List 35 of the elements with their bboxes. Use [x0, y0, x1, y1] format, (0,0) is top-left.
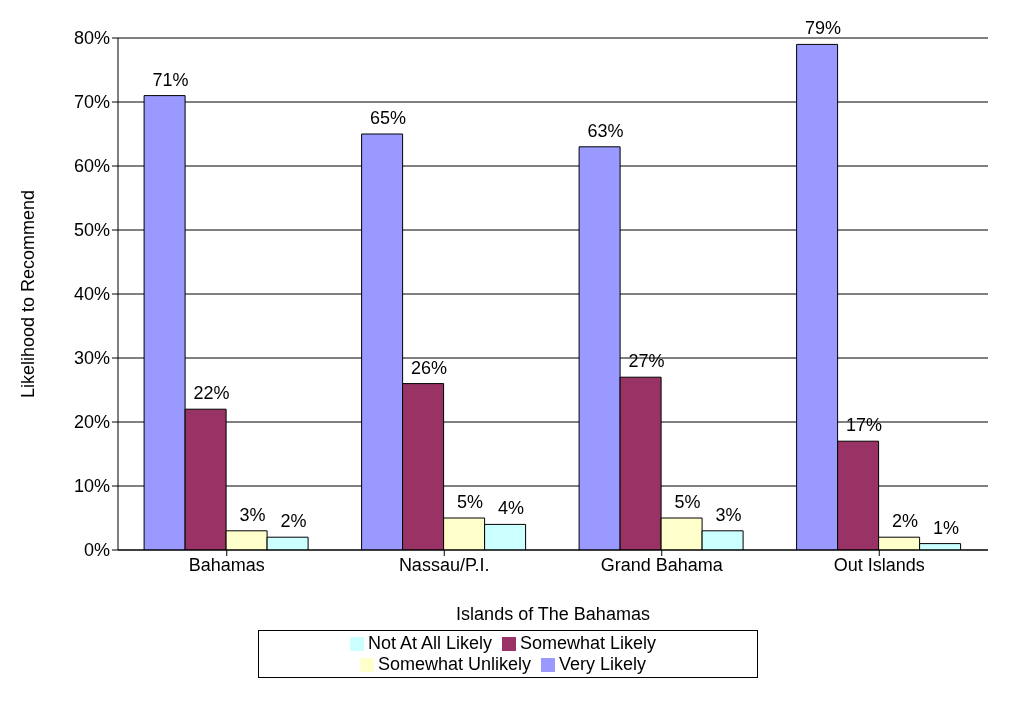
y-tick-label: 0% — [83, 540, 110, 561]
data-label: 63% — [587, 120, 624, 141]
data-label: 1% — [933, 517, 960, 538]
data-label: 17% — [846, 415, 883, 436]
data-label: 5% — [674, 492, 701, 512]
legend-label: Somewhat Likely — [519, 633, 657, 653]
data-label: 27% — [628, 351, 665, 372]
legend-label: Somewhat Unlikely — [377, 654, 531, 674]
data-label: 3% — [239, 504, 266, 525]
y-tick-label: 70% — [73, 92, 110, 113]
y-tick-label: 80% — [73, 28, 110, 49]
data-label: 2% — [892, 511, 919, 532]
y-tick-label: 40% — [73, 284, 110, 305]
x-tick-label: Out Islands — [833, 554, 925, 575]
y-tick-label: 50% — [73, 220, 110, 241]
y-tick-label: 30% — [73, 348, 110, 369]
data-label: 3% — [715, 504, 742, 525]
y-axis-title: Likelihood to Recommend — [18, 189, 39, 399]
data-label: 26% — [411, 357, 448, 378]
data-label: 65% — [370, 108, 407, 128]
data-label: 4% — [498, 498, 525, 519]
data-label: 5% — [457, 492, 484, 512]
legend-label: Very Likely — [559, 654, 647, 674]
data-label: 79% — [805, 18, 842, 39]
x-tick-label: Grand Bahama — [600, 554, 724, 575]
data-label: 22% — [193, 383, 230, 404]
x-tick-label: Nassau/P.I. — [398, 554, 490, 575]
y-tick-label: 20% — [73, 412, 110, 433]
data-label: 71% — [152, 69, 189, 90]
y-tick-label: 60% — [73, 156, 110, 177]
data-label: 2% — [280, 511, 307, 532]
x-axis-title: Islands of The Bahamas — [456, 604, 650, 624]
x-tick-label: Bahamas — [188, 554, 265, 575]
y-tick-label: 10% — [73, 476, 110, 497]
legend-label: Not At All Likely — [367, 633, 492, 653]
